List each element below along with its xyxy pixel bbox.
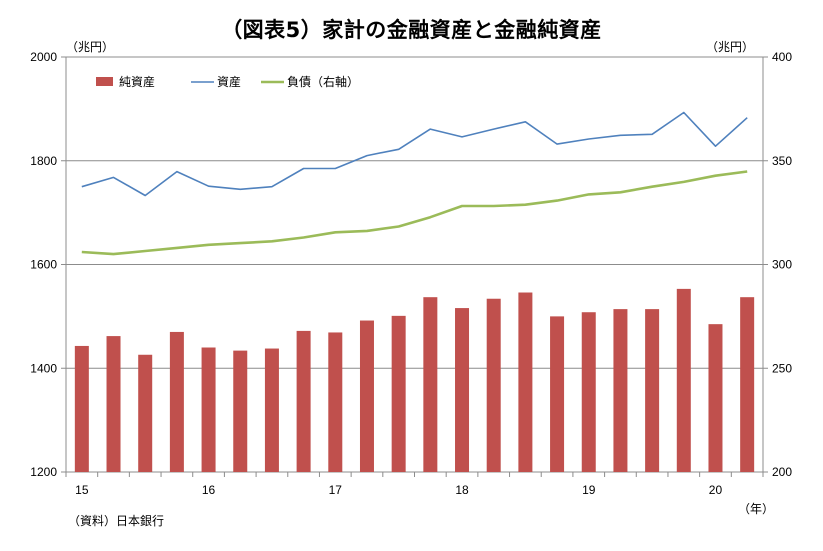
bar-net-assets bbox=[708, 324, 723, 472]
bar-net-assets bbox=[138, 354, 153, 472]
bar-net-assets bbox=[74, 345, 89, 472]
bar-net-assets bbox=[423, 297, 438, 472]
bar-net-assets bbox=[106, 336, 121, 472]
x-axis-tick-label: 17 bbox=[329, 483, 343, 497]
bar-net-assets bbox=[328, 332, 343, 472]
right-axis-tick-label: 350 bbox=[772, 154, 792, 168]
bar-net-assets bbox=[581, 312, 596, 472]
bar-net-assets bbox=[264, 348, 279, 472]
bar-net-assets bbox=[550, 316, 565, 472]
chart-title: （図表5）家計の金融資産と金融純資産 bbox=[221, 18, 602, 42]
bar-net-assets bbox=[486, 298, 501, 472]
x-axis-tick-label: 15 bbox=[75, 483, 89, 497]
right-axis-tick-label: 250 bbox=[772, 361, 792, 375]
x-axis-tick-label: 16 bbox=[202, 483, 216, 497]
legend-swatch bbox=[96, 77, 113, 86]
bar-net-assets bbox=[359, 320, 374, 472]
left-axis-tick-label: 1200 bbox=[30, 465, 57, 479]
left-axis-tick-label: 2000 bbox=[30, 50, 57, 64]
left-axis-tick-label: 1600 bbox=[30, 258, 57, 272]
bar-net-assets bbox=[518, 292, 533, 472]
bar-net-assets bbox=[676, 288, 691, 472]
right-axis-unit: （兆円） bbox=[706, 40, 755, 54]
x-axis-tick-label: 20 bbox=[709, 483, 723, 497]
bar-net-assets bbox=[391, 315, 406, 472]
right-axis-tick-label: 200 bbox=[772, 465, 792, 479]
legend-label: 資産 bbox=[217, 74, 241, 89]
bar-net-assets bbox=[740, 297, 755, 472]
source-note: （資料）日本銀行 bbox=[68, 514, 165, 528]
x-axis-tick-label: 18 bbox=[455, 483, 469, 497]
line-assets bbox=[81, 111, 748, 197]
line-liabilities bbox=[81, 170, 748, 256]
legend-label: 負債（右軸） bbox=[287, 74, 359, 89]
left-axis-tick-label: 1800 bbox=[30, 154, 57, 168]
bar-net-assets bbox=[296, 330, 311, 472]
bar-net-assets bbox=[613, 309, 628, 472]
x-axis-unit: （年） bbox=[738, 502, 775, 516]
right-axis-tick-label: 400 bbox=[772, 50, 792, 64]
bar-net-assets bbox=[645, 309, 660, 472]
right-axis-tick-label: 300 bbox=[772, 258, 792, 272]
bar-net-assets bbox=[169, 331, 184, 472]
left-axis-tick-label: 1400 bbox=[30, 361, 57, 375]
bar-net-assets bbox=[455, 308, 470, 472]
bar-net-assets bbox=[233, 350, 248, 472]
legend-label: 純資産 bbox=[119, 74, 155, 89]
left-axis-unit: （兆円） bbox=[66, 40, 115, 54]
x-axis-tick-label: 19 bbox=[582, 483, 596, 497]
bar-net-assets bbox=[201, 347, 216, 472]
